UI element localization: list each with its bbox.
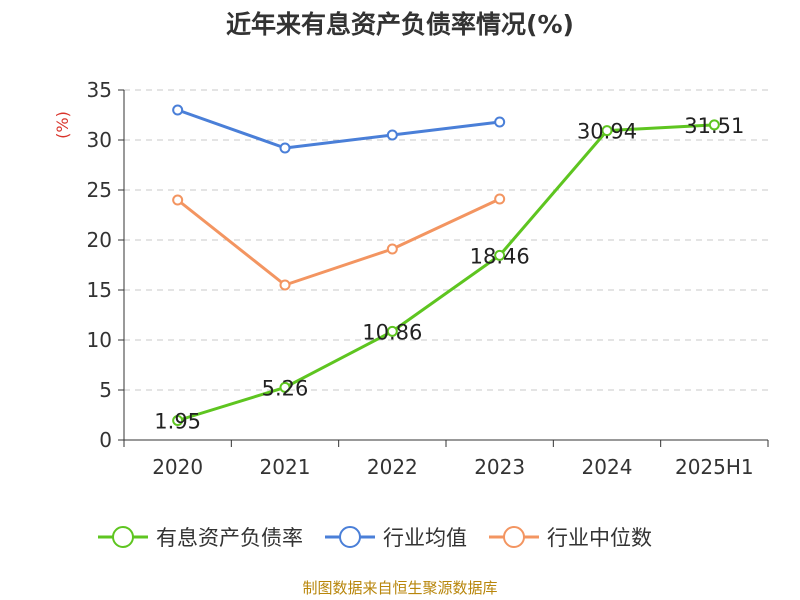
legend-label: 有息资产负债率: [156, 526, 303, 550]
y-tick-label: 5: [99, 378, 112, 402]
data-point[interactable]: [494, 249, 506, 261]
legend-marker: [339, 526, 361, 548]
y-tick-label: 20: [87, 228, 112, 252]
y-tick-label: 25: [87, 178, 112, 202]
series-line: [176, 197, 501, 287]
y-tick-label: 30: [87, 128, 112, 152]
data-point[interactable]: [494, 193, 506, 205]
data-point[interactable]: [279, 142, 291, 154]
data-point[interactable]: [494, 116, 506, 128]
axes: 0 5 10 15 20 25 30 35 2020 2021 2022 2023 2024 2025H1: [87, 78, 769, 479]
y-axis-label: (%): [53, 111, 72, 139]
y-tick-label: 35: [87, 78, 112, 102]
series-line: [177, 108, 500, 150]
y-tick-label: 15: [87, 278, 112, 302]
data-point[interactable]: [172, 194, 184, 206]
legend-marker: [503, 526, 525, 548]
data-labels: 1.95 5.26 10.86 18.46 30.94 31.51: [154, 114, 744, 434]
data-point[interactable]: [172, 415, 184, 426]
legend[interactable]: 有息资产负债率 行业均值 行业中位数: [98, 526, 652, 550]
grid: [124, 89, 768, 391]
legend-marker: [112, 526, 134, 548]
data-point[interactable]: [279, 279, 291, 291]
data-label: 30.94: [577, 120, 637, 144]
data-label: 1.95: [154, 410, 201, 434]
source-note: 制图数据来自恒生聚源数据库: [302, 579, 497, 597]
data-label: 31.51: [684, 114, 744, 138]
x-tick-label: 2023: [474, 455, 525, 479]
data-point[interactable]: [279, 381, 291, 393]
legend-item[interactable]: 行业均值: [325, 526, 467, 550]
data-label: 18.46: [470, 244, 530, 268]
legend-item[interactable]: 有息资产负债率: [98, 526, 303, 550]
data-label: 5.26: [262, 376, 309, 400]
data-point[interactable]: [386, 325, 398, 337]
x-tick-label: 2021: [260, 455, 311, 479]
data-point[interactable]: [601, 125, 613, 137]
data-point[interactable]: [386, 243, 398, 255]
y-tick-label: 10: [87, 328, 112, 352]
data-point[interactable]: [708, 119, 720, 131]
data-label: 10.86: [362, 320, 422, 344]
y-tick-label: 0: [99, 428, 112, 452]
series-line: [177, 123, 715, 422]
legend-label: 行业均值: [383, 526, 467, 550]
data-point[interactable]: [386, 129, 398, 141]
chart-title: 近年来有息资产负债率情况(%): [226, 10, 574, 39]
data-point[interactable]: [172, 104, 184, 116]
x-tick-label: 2024: [582, 455, 633, 479]
legend-item[interactable]: 行业中位数: [489, 526, 652, 550]
x-tick-label: 2025H1: [675, 455, 754, 479]
legend-label: 行业中位数: [547, 526, 652, 550]
series-layer: [172, 104, 720, 426]
x-tick-label: 2020: [152, 455, 203, 479]
x-tick-label: 2022: [367, 455, 418, 479]
